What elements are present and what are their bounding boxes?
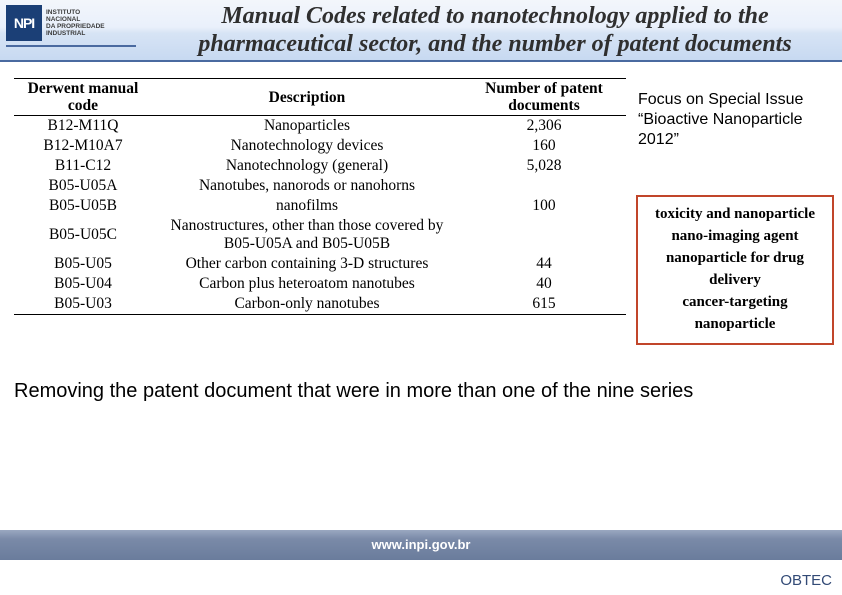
- cell-num: 5,028: [462, 156, 626, 176]
- logo: NPI INSTITUTO NACIONAL DA PROPRIEDADE IN…: [6, 3, 136, 43]
- cell-desc: Nanoparticles: [152, 116, 462, 137]
- cell-code: B11-C12: [14, 156, 152, 176]
- logo-text: INSTITUTO NACIONAL DA PROPRIEDADE INDUST…: [46, 9, 105, 37]
- logo-line: NACIONAL: [46, 16, 105, 23]
- table-body: B12-M11QNanoparticles2,306 B12-M10A7Nano…: [14, 116, 626, 315]
- cell-desc: Nanotubes, nanorods or nanohorns: [152, 176, 462, 196]
- header-bar: NPI INSTITUTO NACIONAL DA PROPRIEDADE IN…: [0, 0, 842, 62]
- logo-badge-text: NPI: [14, 15, 34, 31]
- cell-num: [462, 216, 626, 254]
- cell-num: 160: [462, 136, 626, 156]
- cell-desc: Nanotechnology devices: [152, 136, 462, 156]
- table-row: B05-U05Bnanofilms100: [14, 196, 626, 216]
- cell-code: B05-U05C: [14, 216, 152, 254]
- table-row: B05-U03Carbon-only nanotubes615: [14, 294, 626, 315]
- table-row: B12-M10A7Nanotechnology devices160: [14, 136, 626, 156]
- footer-url: www.inpi.gov.br: [0, 537, 842, 552]
- keyword-item: cancer-targeting nanoparticle: [642, 291, 828, 335]
- cell-desc: Nanotechnology (general): [152, 156, 462, 176]
- cell-desc: nanofilms: [152, 196, 462, 216]
- cell-num: 615: [462, 294, 626, 315]
- logo-line: DA PROPRIEDADE: [46, 23, 105, 30]
- keywords-box: toxicity and nanoparticle nano-imaging a…: [636, 195, 834, 345]
- table-row: B05-U05Other carbon containing 3-D struc…: [14, 254, 626, 274]
- keyword-item: nano-imaging agent: [642, 225, 828, 247]
- footer-tag: OBTEC: [780, 572, 832, 589]
- keyword-item: nanoparticle for drug delivery: [642, 247, 828, 291]
- table-head: Derwent manual code Description Number o…: [14, 79, 626, 116]
- cell-code: B05-U05B: [14, 196, 152, 216]
- table-row: B05-U04Carbon plus heteroatom nanotubes4…: [14, 274, 626, 294]
- slide-title: Manual Codes related to nanotechnology a…: [155, 2, 835, 58]
- cell-num: 100: [462, 196, 626, 216]
- logo-line: INDUSTRIAL: [46, 30, 105, 37]
- th-code: Derwent manual code: [14, 79, 152, 116]
- logo-line: INSTITUTO: [46, 9, 105, 16]
- cell-num: 44: [462, 254, 626, 274]
- cell-num: [462, 176, 626, 196]
- cell-code: B05-U05A: [14, 176, 152, 196]
- keyword-item: toxicity and nanoparticle: [642, 203, 828, 225]
- side-note: Focus on Special Issue “Bioactive Nanopa…: [638, 90, 834, 150]
- cell-code: B05-U04: [14, 274, 152, 294]
- table-row: B05-U05ANanotubes, nanorods or nanohorns: [14, 176, 626, 196]
- logo-badge: NPI: [6, 5, 42, 41]
- cell-desc: Nanostructures, other than those covered…: [152, 216, 462, 254]
- cell-code: B05-U05: [14, 254, 152, 274]
- th-desc: Description: [152, 79, 462, 116]
- cell-num: 2,306: [462, 116, 626, 137]
- cell-code: B05-U03: [14, 294, 152, 315]
- cell-desc: Carbon plus heteroatom nanotubes: [152, 274, 462, 294]
- cell-code: B12-M10A7: [14, 136, 152, 156]
- cell-code: B12-M11Q: [14, 116, 152, 137]
- table-row: B05-U05CNanostructures, other than those…: [14, 216, 626, 254]
- codes-table: Derwent manual code Description Number o…: [14, 78, 626, 315]
- cell-desc: Other carbon containing 3-D structures: [152, 254, 462, 274]
- cell-desc: Carbon-only nanotubes: [152, 294, 462, 315]
- th-num: Number of patent documents: [462, 79, 626, 116]
- table-row: B12-M11QNanoparticles2,306: [14, 116, 626, 137]
- cell-num: 40: [462, 274, 626, 294]
- footer-bar: www.inpi.gov.br: [0, 530, 842, 560]
- bottom-text: Removing the patent document that were i…: [14, 380, 828, 403]
- table-row: B11-C12Nanotechnology (general)5,028: [14, 156, 626, 176]
- logo-underline: [6, 45, 136, 47]
- slide: NPI INSTITUTO NACIONAL DA PROPRIEDADE IN…: [0, 0, 842, 595]
